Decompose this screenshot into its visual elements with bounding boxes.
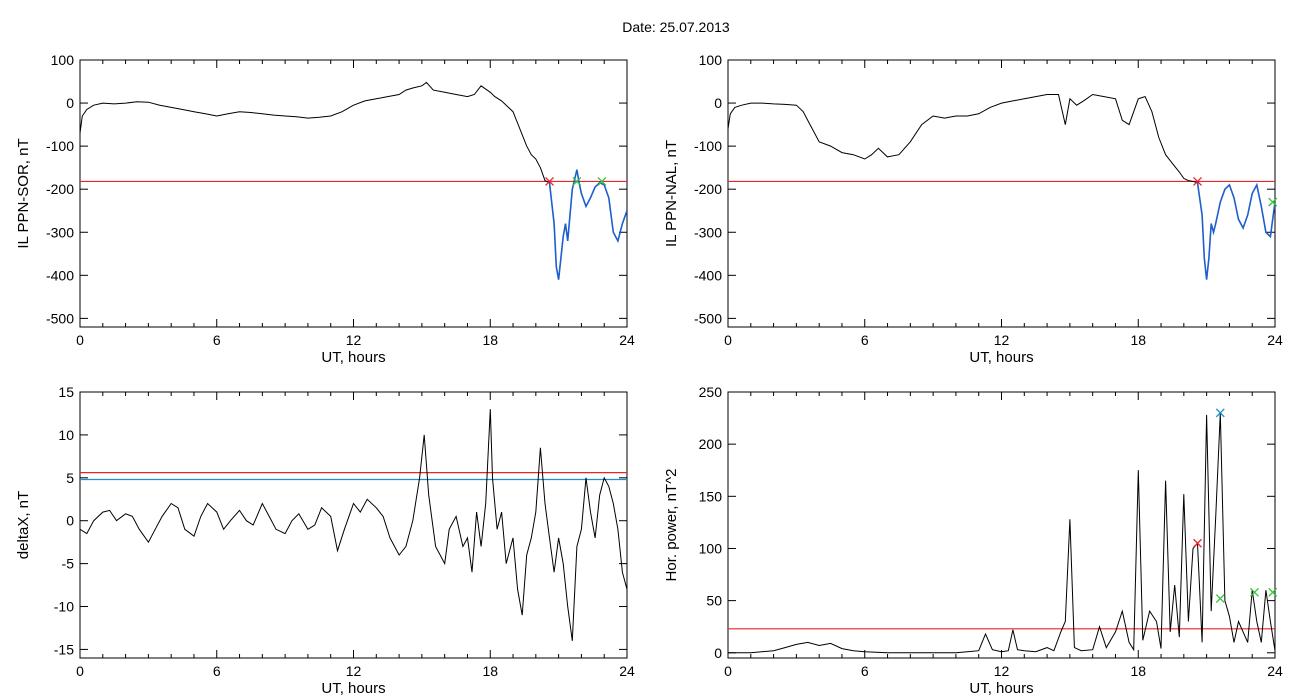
y-tick-label: 100 — [699, 540, 723, 556]
marker-green — [1268, 197, 1278, 207]
y-axis-label: IL PPN-SOR, nT — [15, 138, 32, 248]
y-tick-label: 0 — [714, 95, 722, 111]
x-tick-label: 18 — [482, 332, 498, 348]
marker-blue — [1215, 408, 1225, 418]
marker-red — [1193, 176, 1202, 186]
x-axis-label: UT, hours — [321, 349, 385, 366]
y-tick-label: -100 — [694, 138, 722, 154]
y-tick-label: -300 — [694, 224, 722, 240]
series-line — [728, 93, 1275, 280]
y-tick-label: -15 — [54, 641, 74, 657]
figure-title: Date: 25.07.2013 — [622, 19, 730, 35]
chart-hor-power: 0 6 12 18 24 250 200 150 100 50 0 UT, hours Hor. pow… — [663, 384, 1283, 697]
x-tick-label: 0 — [76, 332, 84, 348]
x-tick-label: 18 — [1130, 332, 1146, 348]
x-axis-label: UT, hours — [321, 680, 385, 697]
x-tick-label: 24 — [619, 663, 635, 679]
y-tick-label: -200 — [46, 181, 74, 197]
marker-red — [1193, 538, 1202, 548]
x-tick-label: 24 — [1267, 663, 1283, 679]
x-axis-label: UT, hours — [969, 680, 1033, 697]
x-tick-label: 12 — [346, 332, 362, 348]
series-line — [80, 409, 627, 641]
y-tick-label: -500 — [46, 310, 74, 326]
y-tick-label: 250 — [699, 384, 723, 400]
y-tick-label: 50 — [706, 593, 722, 609]
y-tick-label: 100 — [51, 52, 75, 68]
plot-area — [728, 412, 1275, 654]
plot-frame — [79, 391, 628, 659]
plot-frame — [727, 59, 1276, 328]
x-tick-label: 18 — [482, 663, 498, 679]
y-tick-label: -5 — [62, 556, 75, 572]
y-tick-label: -10 — [54, 599, 74, 615]
y-tick-label: -100 — [46, 138, 74, 154]
y-tick-label: 0 — [66, 95, 74, 111]
plot-frame — [79, 59, 628, 328]
x-tick-label: 6 — [861, 332, 869, 348]
plot-frame — [727, 391, 1276, 659]
plot-area — [728, 93, 1275, 280]
chart-ppn-nal: 0 6 12 18 24 100 0 -100 -200 -300 -400 -500 UT, hour… — [663, 52, 1283, 366]
x-tick-label: 6 — [861, 663, 869, 679]
marker-green — [597, 176, 607, 186]
y-axis-label: Hor. power, nT^2 — [663, 469, 680, 582]
x-tick-label: 0 — [724, 332, 732, 348]
x-tick-label: 18 — [1130, 663, 1146, 679]
y-tick-label: -400 — [46, 267, 74, 283]
y-tick-label: 200 — [699, 436, 723, 452]
y-tick-label: -300 — [46, 224, 74, 240]
y-tick-label: -500 — [694, 310, 722, 326]
marker-green — [1215, 594, 1225, 604]
plot-area — [80, 81, 627, 280]
x-tick-label: 12 — [346, 663, 362, 679]
x-tick-label: 0 — [724, 663, 732, 679]
chart-ppn-sor: 0 6 12 18 24 100 0 -100 -200 -300 -400 -500 UT, hour… — [15, 52, 635, 366]
x-tick-label: 24 — [619, 332, 635, 348]
marker-red — [545, 176, 554, 186]
marker-green — [572, 176, 582, 186]
y-tick-label: 100 — [699, 52, 723, 68]
y-axis-label: deltaX, nT — [15, 491, 32, 559]
y-tick-label: 0 — [714, 645, 722, 661]
y-tick-label: 0 — [66, 513, 74, 529]
y-axis-label: IL PPN-NAL, nT — [663, 140, 680, 247]
highlight-series-line — [1196, 182, 1275, 280]
plot-area — [80, 409, 627, 641]
series-line — [728, 412, 1275, 654]
highlight-series-line — [548, 169, 627, 280]
x-tick-label: 6 — [213, 332, 221, 348]
y-tick-label: -400 — [694, 267, 722, 283]
x-tick-label: 12 — [994, 332, 1010, 348]
x-tick-label: 0 — [76, 663, 84, 679]
chart-deltax: 0 6 12 18 24 15 10 5 0 -5 -10 -15 UT, hours deltaX, n… — [15, 384, 635, 697]
x-axis-label: UT, hours — [969, 349, 1033, 366]
y-tick-label: 10 — [58, 427, 74, 443]
x-tick-label: 6 — [213, 663, 221, 679]
x-tick-label: 12 — [994, 663, 1010, 679]
y-tick-label: 5 — [66, 470, 74, 486]
x-tick-label: 24 — [1267, 332, 1283, 348]
marker-green — [1268, 587, 1278, 597]
y-tick-label: 150 — [699, 488, 723, 504]
y-tick-label: 15 — [58, 384, 74, 400]
y-tick-label: -200 — [694, 181, 722, 197]
marker-green — [1250, 587, 1259, 597]
